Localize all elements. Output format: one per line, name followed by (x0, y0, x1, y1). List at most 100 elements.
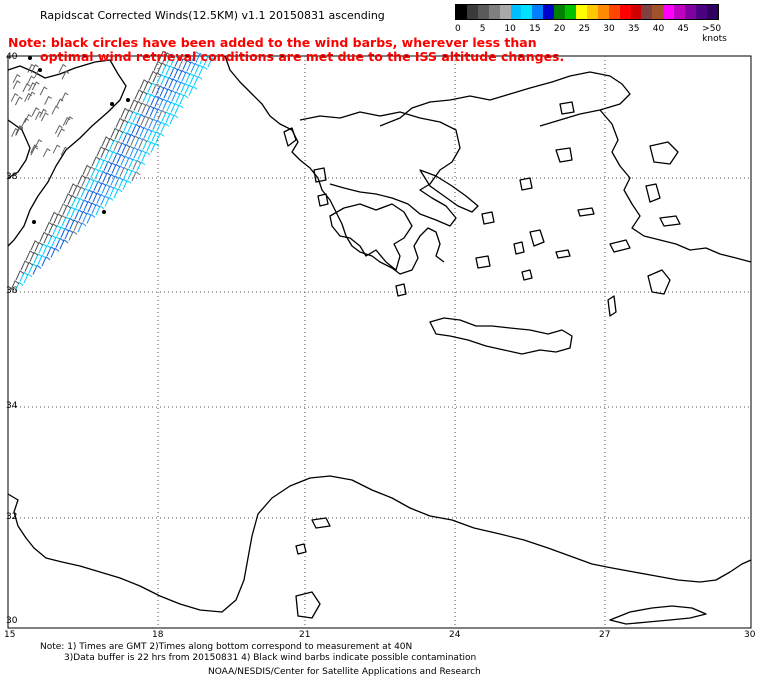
wind-barb (164, 76, 174, 87)
footer-credit: NOAA/NESDIS/Center for Satellite Applica… (208, 667, 481, 677)
wind-barb (55, 98, 64, 108)
wind-barb (168, 78, 178, 89)
wind-barb (48, 223, 58, 234)
coast-greece-east (299, 111, 461, 227)
wind-barb (138, 90, 148, 101)
legend-swatch (521, 5, 533, 19)
legend-label: 0 (455, 24, 461, 34)
wind-barb (124, 156, 134, 167)
wind-barb (111, 163, 121, 174)
wind-barb (151, 131, 161, 142)
lat-label-36: 36 (6, 286, 18, 296)
wind-barb (78, 210, 88, 221)
legend-labels: 0 5 10 15 20 25 30 35 40 45 >50 knots (455, 24, 727, 44)
wind-barb (91, 203, 101, 214)
wind-barb (160, 75, 170, 86)
wind-barb (73, 220, 83, 231)
wind-barb (129, 146, 139, 157)
wind-barb (174, 104, 184, 115)
wind-barb (84, 189, 94, 200)
coast-turkey (599, 109, 752, 263)
lat-label-40: 40 (6, 52, 18, 62)
wind-barb (161, 111, 171, 122)
legend-label: 35 (628, 24, 640, 34)
wind-barb (32, 264, 42, 275)
wind-barb (77, 174, 87, 185)
wind-barb (42, 148, 51, 158)
wind-barb (127, 122, 137, 133)
wind-barb (184, 84, 194, 95)
wind-barb (107, 162, 117, 173)
wind-barb (77, 222, 87, 233)
wind-barb (75, 197, 85, 208)
legend-swatch (554, 5, 566, 19)
wind-barb (128, 110, 138, 121)
wind-barb (61, 216, 71, 227)
wind-barb (95, 157, 105, 168)
wind-barb (186, 61, 196, 72)
coast-italy (7, 59, 127, 247)
coast-paros (513, 241, 525, 255)
wind-speed-legend: 0 5 10 15 20 25 30 35 40 45 >50 knots (455, 4, 727, 44)
wind-barb (61, 70, 70, 80)
contamination-circles (28, 56, 130, 224)
wind-barb (177, 69, 187, 80)
wind-barb (118, 130, 128, 141)
wind-barb (102, 172, 112, 183)
wind-barb (15, 270, 25, 281)
coast-zakynthos (317, 193, 329, 207)
legend-swatch (488, 5, 500, 19)
wind-barb (148, 70, 158, 81)
wind-barb (42, 244, 52, 255)
wind-barb (101, 183, 111, 194)
wind-barb (29, 251, 39, 262)
wind-barb (120, 107, 130, 118)
wind-barb (162, 99, 172, 110)
wind-barb (96, 146, 106, 157)
legend-swatch (466, 5, 478, 19)
lat-label-32: 32 (6, 512, 18, 522)
wind-barb (94, 169, 104, 180)
wind-barb (157, 109, 167, 120)
wind-barb (138, 138, 148, 149)
wind-barb (193, 75, 203, 86)
legend-swatch (652, 5, 664, 19)
wind-barb (147, 129, 157, 140)
wind-barb (88, 190, 98, 201)
wind-barb (141, 103, 151, 114)
coast-islet-1 (295, 543, 307, 555)
wind-barb (112, 152, 122, 163)
wind-barb (51, 236, 61, 247)
wind-barb (31, 81, 40, 91)
wind-barb (160, 122, 170, 133)
contamination-circle (110, 102, 114, 106)
lat-label-38: 38 (6, 172, 18, 182)
wind-barb (146, 93, 156, 104)
wind-barbs (10, 50, 217, 292)
wind-barb (166, 53, 176, 64)
coast-milos (475, 255, 491, 269)
coast-north-aegean (379, 71, 631, 127)
legend-swatch (641, 5, 653, 19)
wind-barb (174, 56, 184, 67)
legend-color-bar (455, 4, 719, 20)
wind-barb (83, 200, 93, 211)
wind-barb (109, 186, 119, 197)
wind-barb (195, 52, 205, 63)
wind-barb (59, 239, 69, 250)
contamination-circle (32, 220, 36, 224)
coast-karpathos (607, 295, 617, 317)
wind-barb (105, 137, 115, 148)
wind-barb (26, 75, 35, 85)
wind-barb (55, 237, 65, 248)
wind-barb (86, 166, 96, 177)
wind-barb (129, 99, 139, 110)
wind-barb (139, 79, 149, 90)
wind-barb (82, 212, 92, 223)
wind-barb (148, 118, 158, 129)
wind-barb (131, 171, 141, 182)
wind-barb (38, 243, 48, 254)
note-line-2: optimal wind retrieval conditions are me… (40, 49, 565, 64)
wind-barb (126, 133, 136, 144)
wind-barb (165, 112, 175, 123)
